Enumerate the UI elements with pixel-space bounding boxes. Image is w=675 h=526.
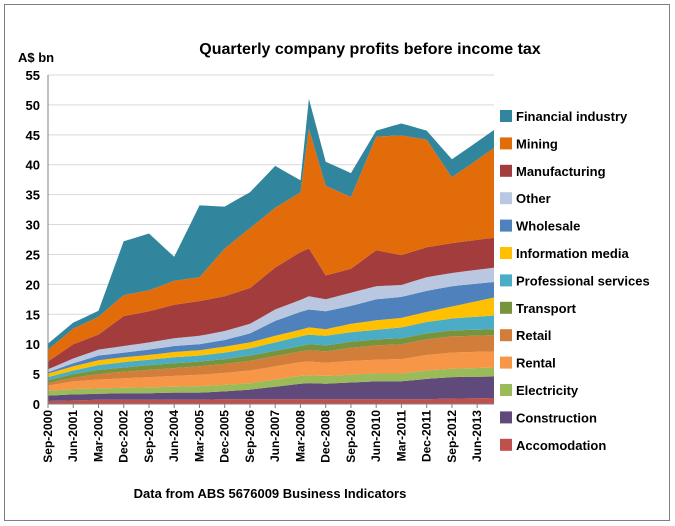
legend-swatch bbox=[500, 164, 512, 177]
series-area-rental bbox=[48, 351, 494, 391]
x-tick-label: Dec-2002 bbox=[117, 410, 131, 463]
legend-label: Electricity bbox=[516, 383, 579, 398]
y-tick-label: 35 bbox=[26, 188, 40, 203]
series-area-professional-services bbox=[48, 315, 494, 381]
legend-swatch bbox=[500, 192, 512, 205]
x-tick-label: Jun-2007 bbox=[268, 410, 282, 462]
x-tick-label: Sep-2006 bbox=[243, 410, 257, 463]
legend-label: Manufacturing bbox=[516, 164, 606, 179]
legend-label: Retail bbox=[516, 328, 551, 343]
y-tick-label: 30 bbox=[26, 218, 40, 233]
chart-title: Quarterly company profits before income … bbox=[199, 41, 541, 58]
series-area-information-media bbox=[48, 297, 494, 378]
series-area-other bbox=[48, 267, 494, 373]
x-tick-label: Dec-2005 bbox=[218, 410, 232, 463]
legend-label: Wholesale bbox=[516, 219, 580, 234]
legend-swatch bbox=[500, 247, 512, 259]
legend-label: Other bbox=[516, 191, 551, 206]
x-tick-label: Dec-2008 bbox=[319, 410, 333, 463]
x-tick-labels: Sep-2000 Jun-2001 Mar-2002 Dec-2002 Sep-2003… bbox=[41, 404, 484, 463]
legend-swatch bbox=[500, 137, 512, 150]
series-area-mining bbox=[48, 128, 494, 362]
legend-label: Rental bbox=[516, 356, 556, 371]
legend-swatch bbox=[500, 110, 512, 122]
x-tick-label: Sep-2009 bbox=[344, 410, 358, 463]
y-tick-label: 40 bbox=[26, 158, 40, 173]
legend-label: Construction bbox=[516, 410, 597, 425]
legend-swatch bbox=[500, 356, 512, 369]
series-area-construction bbox=[48, 376, 494, 401]
series-area-manufacturing bbox=[48, 237, 494, 370]
x-tick-label: Jun-2013 bbox=[470, 410, 484, 462]
y-tick-label: 10 bbox=[26, 337, 40, 352]
legend-label: Transport bbox=[516, 301, 577, 316]
y-tick-label: 15 bbox=[26, 307, 40, 322]
x-tick-label: Sep-2003 bbox=[142, 410, 156, 463]
y-tick-label: 25 bbox=[26, 247, 40, 262]
y-axis-label: A$ bn bbox=[18, 50, 54, 65]
x-tick-label: Mar-2011 bbox=[394, 410, 408, 462]
x-tick-label: Mar-2008 bbox=[293, 410, 307, 462]
y-tick-label: 0 bbox=[33, 397, 40, 412]
legend-label: Information media bbox=[516, 246, 629, 261]
legend: Financial industry Mining Manufacturing Oth… bbox=[500, 109, 650, 453]
y-tick-label: 5 bbox=[33, 367, 40, 382]
legend-label: Mining bbox=[516, 136, 558, 151]
series-area-retail bbox=[48, 335, 494, 386]
series-area-accomodation bbox=[48, 398, 494, 404]
series-area-electricity bbox=[48, 367, 494, 396]
legend-swatch bbox=[500, 329, 512, 342]
series-area-transport bbox=[48, 329, 494, 384]
y-tick-labels: 0 5 10 15 20 25 30 35 40 45 50 55 bbox=[26, 68, 40, 412]
x-tick-label: Jun-2001 bbox=[66, 410, 80, 462]
y-tick-label: 50 bbox=[26, 98, 40, 113]
x-tick-label: Sep-2000 bbox=[41, 410, 55, 463]
axes bbox=[47, 75, 494, 405]
x-tick-label: Sep-2012 bbox=[445, 410, 459, 463]
y-tick-label: 55 bbox=[26, 68, 40, 83]
legend-label: Financial industry bbox=[516, 109, 628, 124]
legend-swatch bbox=[500, 219, 512, 232]
source-note: Data from ABS 5676009 Business Indicator… bbox=[134, 486, 407, 501]
x-tick-label: Mar-2002 bbox=[91, 410, 105, 462]
x-tick-label: Mar-2005 bbox=[192, 410, 206, 462]
legend-swatch bbox=[500, 384, 512, 396]
legend-swatch bbox=[500, 301, 512, 314]
legend-swatch bbox=[500, 438, 512, 451]
legend-swatch bbox=[500, 274, 512, 287]
x-tick-label: Jun-2004 bbox=[167, 410, 181, 462]
y-tick-label: 45 bbox=[26, 128, 40, 143]
x-tick-label: Jun-2010 bbox=[369, 410, 383, 462]
series-area-wholesale bbox=[48, 282, 494, 374]
y-tick-label: 20 bbox=[26, 277, 40, 292]
series-areas bbox=[48, 98, 494, 404]
legend-label: Professional services bbox=[516, 273, 650, 288]
legend-swatch bbox=[500, 411, 512, 424]
x-tick-label: Dec-2011 bbox=[420, 410, 434, 462]
legend-label: Accomodation bbox=[516, 438, 606, 453]
